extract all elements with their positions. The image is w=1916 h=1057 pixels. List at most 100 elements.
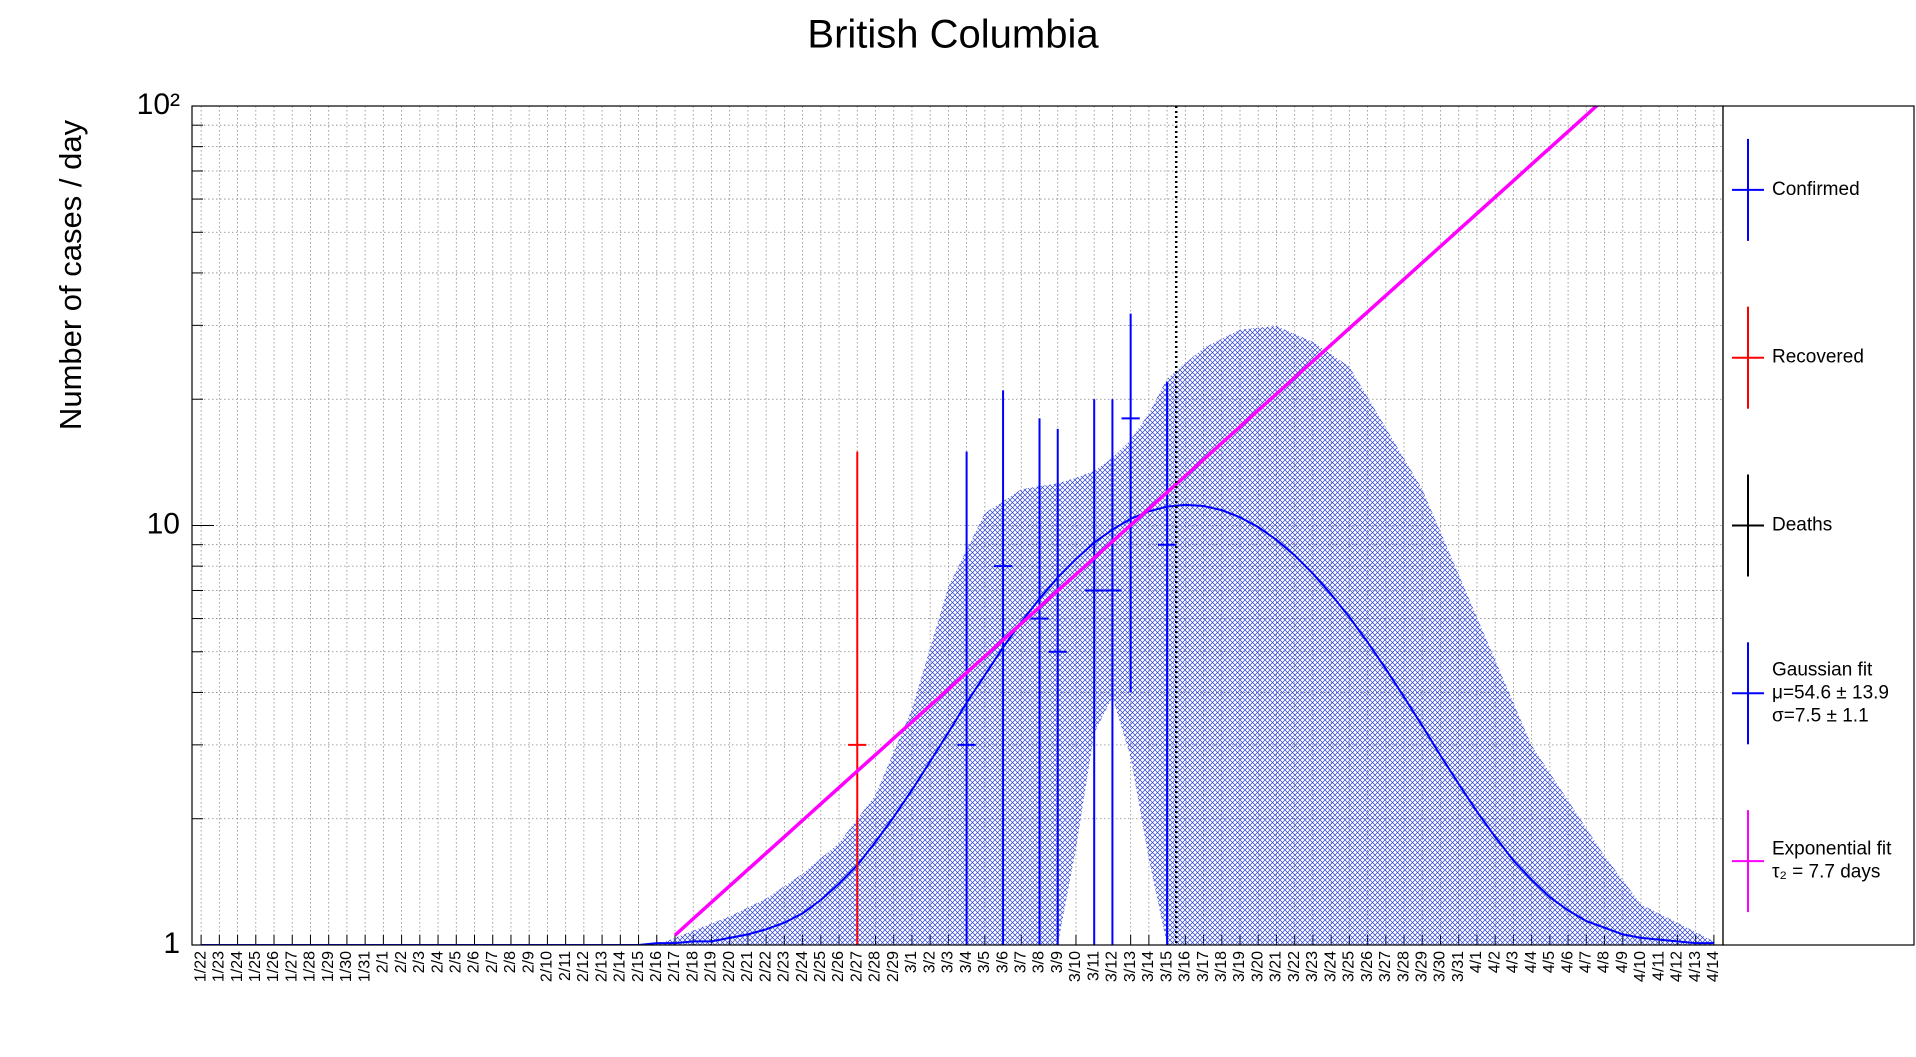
x-tick-label: 2/7 — [484, 951, 501, 973]
x-tick-label: 3/20 — [1249, 951, 1266, 982]
confidence-band — [656, 325, 1714, 945]
legend-label: Confirmed — [1772, 179, 1860, 200]
x-tick-label: 3/3 — [940, 951, 957, 973]
legend-label: τ₂ = 7.7 days — [1772, 862, 1880, 883]
x-tick-label: 4/2 — [1486, 951, 1503, 973]
x-tick-label: 3/22 — [1286, 951, 1303, 982]
x-tick-label: 3/4 — [958, 951, 975, 973]
x-tick-label: 2/6 — [466, 951, 483, 973]
x-tick-label: 2/1 — [375, 951, 392, 973]
x-tick-label: 3/15 — [1158, 951, 1175, 982]
x-tick-label: 3/27 — [1377, 951, 1394, 982]
x-tick-label: 3/19 — [1231, 951, 1248, 982]
x-tick-label: 3/25 — [1341, 951, 1358, 982]
x-tick-label: 3/16 — [1177, 951, 1194, 982]
x-tick-label: 3/23 — [1304, 951, 1321, 982]
y-tick-label: 10 — [147, 507, 180, 540]
legend-label: Recovered — [1772, 347, 1864, 368]
x-tick-label: 2/25 — [812, 951, 829, 982]
x-tick-label: 2/23 — [776, 951, 793, 982]
legend-label: Exponential fit — [1772, 839, 1892, 860]
x-tick-label: 2/13 — [593, 951, 610, 982]
legend-box — [1722, 105, 1915, 946]
x-tick-label: 4/1 — [1468, 951, 1485, 973]
x-tick-label: 3/31 — [1450, 951, 1467, 982]
x-tick-label: 2/28 — [867, 951, 884, 982]
x-tick-label: 2/8 — [502, 951, 519, 973]
x-tick-label: 4/6 — [1559, 951, 1576, 973]
x-tick-label: 2/4 — [429, 951, 446, 973]
x-tick-label: 2/3 — [411, 951, 428, 973]
legend-label: Deaths — [1772, 515, 1832, 536]
x-tick-label: 3/14 — [1140, 951, 1157, 982]
x-tick-label: 2/19 — [703, 951, 720, 982]
x-tick-label: 3/18 — [1213, 951, 1230, 982]
x-tick-label: 2/15 — [630, 951, 647, 982]
x-tick-label: 1/24 — [229, 951, 246, 982]
x-tick-label: 2/20 — [721, 951, 738, 982]
x-tick-label: 2/14 — [612, 951, 629, 982]
x-tick-label: 1/29 — [320, 951, 337, 982]
x-tick-label: 2/29 — [885, 951, 902, 982]
fit-curve — [673, 106, 1600, 937]
x-tick-label: 2/11 — [557, 951, 574, 981]
x-tick-label: 3/11 — [1085, 951, 1102, 981]
x-tick-label: 4/7 — [1578, 951, 1595, 973]
plot-area — [201, 106, 1714, 945]
x-tick-label: 3/1 — [903, 951, 920, 973]
legend-label: Gaussian fit — [1772, 659, 1873, 680]
x-tick-label: 4/11 — [1650, 951, 1667, 981]
x-tick-label: 3/12 — [1104, 951, 1121, 982]
x-tick-label: 1/27 — [283, 951, 300, 982]
x-tick-label: 1/30 — [338, 951, 355, 982]
y-axis-label: Number of cases / day — [53, 119, 88, 430]
x-tick-label: 1/25 — [247, 951, 264, 982]
x-tick-label: 4/3 — [1505, 951, 1522, 973]
x-tick-label: 3/13 — [1122, 951, 1139, 982]
x-tick-label: 2/18 — [684, 951, 701, 982]
x-tick-label: 3/9 — [1049, 951, 1066, 973]
x-tick-label: 3/10 — [1067, 951, 1084, 982]
x-tick-label: 3/28 — [1395, 951, 1412, 982]
x-tick-label: 4/9 — [1614, 951, 1631, 973]
x-tick-label: 4/5 — [1541, 951, 1558, 973]
x-tick-label: 3/26 — [1359, 951, 1376, 982]
y-tick-label: 10² — [137, 88, 180, 121]
x-tick-label: 4/4 — [1523, 951, 1540, 973]
x-tick-label: 3/7 — [1013, 951, 1030, 973]
x-tick-label: 1/31 — [356, 951, 373, 982]
x-tick-label: 4/14 — [1705, 951, 1722, 982]
x-tick-label: 1/28 — [302, 951, 319, 982]
x-tick-label: 1/26 — [265, 951, 282, 982]
x-tick-label: 2/17 — [666, 951, 683, 982]
x-tick-label: 2/10 — [539, 951, 556, 982]
legend-label: μ=54.6 ± 13.9 — [1772, 682, 1889, 703]
x-tick-label: 4/12 — [1669, 951, 1686, 982]
x-tick-label: 3/30 — [1432, 951, 1449, 982]
x-tick-label: 2/5 — [447, 951, 464, 973]
x-tick-label: 2/9 — [520, 951, 537, 973]
x-tick-label: 4/10 — [1632, 951, 1649, 982]
x-tick-label: 2/22 — [757, 951, 774, 982]
x-tick-label: 2/24 — [794, 951, 811, 982]
x-tick-label: 4/13 — [1687, 951, 1704, 982]
x-tick-label: 3/24 — [1322, 951, 1339, 982]
x-tick-label: 3/21 — [1268, 951, 1285, 982]
x-tick-label: 3/2 — [921, 951, 938, 973]
x-tick-label: 1/22 — [192, 951, 209, 982]
x-tick-label: 3/17 — [1195, 951, 1212, 982]
x-tick-label: 1/23 — [211, 951, 228, 982]
x-tick-label: 3/8 — [1031, 951, 1048, 973]
x-tick-label: 2/16 — [648, 951, 665, 982]
x-tick-label: 2/27 — [848, 951, 865, 982]
x-tick-label: 2/21 — [739, 951, 756, 982]
legend-label: σ=7.5 ± 1.1 — [1772, 705, 1869, 726]
y-tick-label: 1 — [163, 927, 180, 960]
chart-title: British Columbia — [807, 13, 1099, 57]
x-tick-label: 4/8 — [1596, 951, 1613, 973]
x-tick-label: 3/6 — [994, 951, 1011, 973]
x-tick-label: 2/2 — [393, 951, 410, 973]
fit-curve — [201, 503, 1714, 945]
